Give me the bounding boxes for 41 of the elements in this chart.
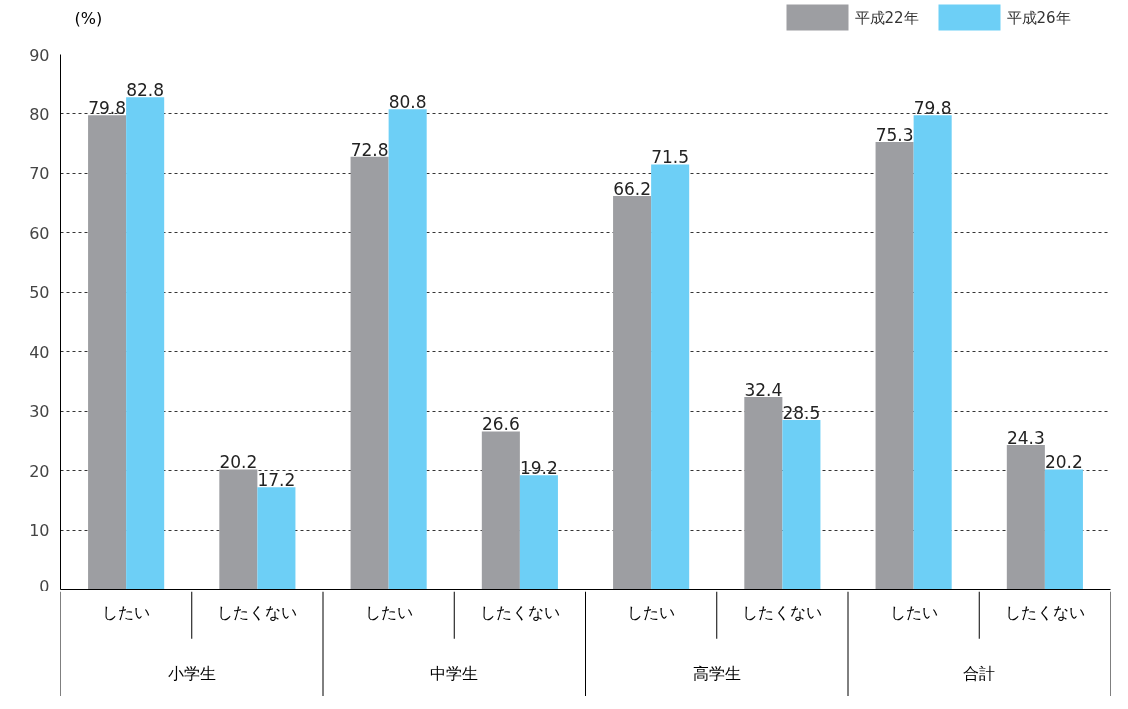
data-label: 75.3 (875, 124, 914, 145)
x-tick-label: したくない (1004, 603, 1085, 622)
data-label: 24.3 (1006, 428, 1045, 449)
x-tick-label: したい (889, 603, 938, 622)
x-tick-label: したくない (217, 603, 298, 622)
y-tick-label: 20 (29, 461, 50, 481)
data-label: 79.8 (913, 98, 952, 119)
data-label: 28.5 (782, 403, 821, 424)
data-label: 71.5 (651, 147, 690, 168)
data-label: 20.2 (219, 452, 258, 473)
data-label: 66.2 (613, 178, 652, 199)
y-tick-label: 40 (29, 342, 50, 362)
y-axis-title: (%) (74, 9, 103, 28)
text: 高学生 (692, 663, 741, 683)
data-label: 80.8 (388, 92, 427, 113)
data-label: 32.4 (744, 379, 783, 400)
y-tick-label: 30 (29, 402, 50, 422)
y-tick-label: 50 (29, 283, 50, 303)
y-tick-label: 10 (29, 521, 50, 541)
x-tick-label: したい (627, 603, 676, 622)
y-tick-label: 0 (39, 576, 50, 596)
data-label: 20.2 (1044, 452, 1083, 473)
data-label: 72.8 (350, 139, 389, 160)
x-tick-label: したい (364, 603, 413, 622)
x-tick-label: したくない (479, 603, 560, 622)
legend-label: 平成26年 (1006, 8, 1071, 27)
y-tick-label: 80 (29, 104, 50, 124)
text: 合計 (963, 663, 996, 683)
x-tick-label: したくない (742, 603, 823, 622)
data-label: 17.2 (257, 470, 296, 491)
data-label: 79.8 (88, 98, 127, 119)
x-tick-label: したい (102, 603, 151, 622)
text: 小学生 (167, 663, 216, 683)
legend-label: 平成22年 (854, 8, 919, 27)
text: 中学生 (430, 663, 479, 683)
data-label: 26.6 (481, 414, 520, 435)
y-tick-label: 90 (29, 45, 50, 65)
data-label: 82.8 (126, 80, 165, 101)
data-label: 19.2 (519, 458, 558, 479)
y-tick-label: 60 (29, 223, 50, 243)
y-tick-label: 70 (29, 164, 50, 184)
